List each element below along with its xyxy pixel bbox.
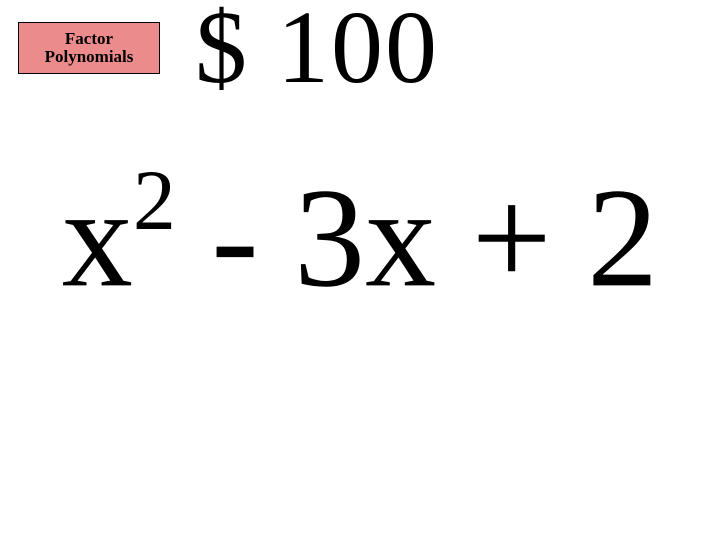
category-badge: Factor Polynomials [18, 22, 160, 74]
equation-rest: - 3x + 2 [176, 158, 658, 316]
category-line2: Polynomials [45, 48, 134, 66]
equation-base1: x [62, 158, 133, 316]
category-line1: Factor [65, 30, 113, 48]
equation: x2 - 3x + 2 [0, 165, 720, 308]
slide: Factor Polynomials $ 100 x2 - 3x + 2 [0, 0, 720, 540]
equation-exponent: 2 [133, 152, 176, 248]
price-value: $ 100 [195, 0, 439, 107]
